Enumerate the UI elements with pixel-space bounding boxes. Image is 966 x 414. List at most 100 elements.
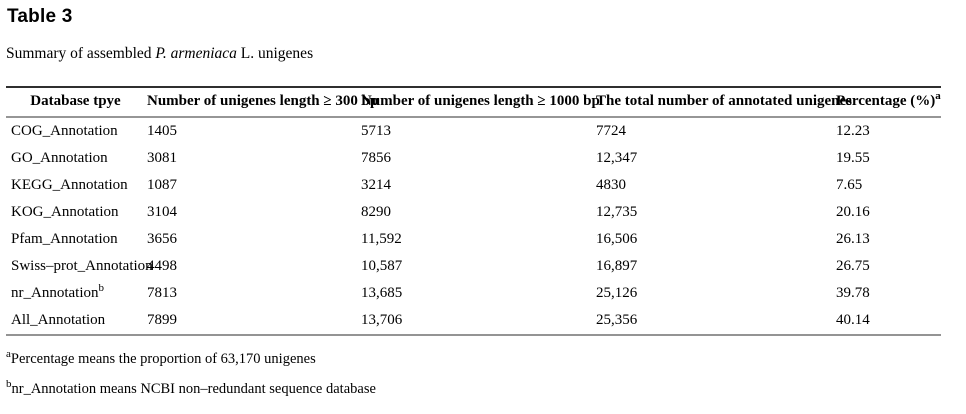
cell-unigenes_1000bp: 11,592 (361, 226, 596, 253)
cell-unigenes_300bp: 1405 (147, 117, 361, 145)
cell-total_annotated: 25,356 (596, 307, 836, 335)
row-superscript: b (98, 282, 105, 294)
cell-database: KEGG_Annotation (6, 172, 147, 199)
cell-percentage: 26.75 (836, 253, 941, 280)
cell-text: Swiss–prot_Annotation (11, 258, 153, 274)
cell-text: 26.75 (836, 258, 870, 274)
cell-percentage: 40.14 (836, 307, 941, 335)
cell-text: 19.55 (836, 150, 870, 166)
col-header-database: Database tpye (6, 87, 147, 117)
cell-text: COG_Annotation (11, 123, 118, 139)
cell-text: 4498 (147, 258, 177, 274)
cell-text: 25,126 (596, 285, 638, 301)
cell-percentage: 39.78 (836, 280, 941, 307)
cell-total_annotated: 12,347 (596, 145, 836, 172)
col-header-total-annotated: The total number of annotated unigenes (596, 87, 852, 117)
col-header-unigenes-1000bp: Number of unigenes length ≥ 1000 bp (361, 87, 600, 117)
footnote-b: bnr_Annotation means NCBI non–redundant … (6, 378, 966, 399)
cell-text: 13,685 (361, 285, 403, 301)
cell-unigenes_300bp: 1087 (147, 172, 361, 199)
footnote-text: nr_Annotation means NCBI non–redundant s… (11, 381, 376, 397)
cell-total_annotated: 16,897 (596, 253, 836, 280)
header-row: Database tpye Number of unigenes length … (6, 87, 941, 117)
col-header-unigenes-300bp: Number of unigenes length ≥ 300 bp (147, 87, 378, 117)
cell-percentage: 20.16 (836, 199, 941, 226)
table-row: GO_Annotation 3081 7856 12,347 19.55 (6, 145, 941, 172)
cell-unigenes_1000bp: 13,685 (361, 280, 596, 307)
table-header: Database tpye Number of unigenes length … (6, 87, 941, 117)
col-header-label: Percentage (%) (836, 93, 936, 109)
table-body: COG_Annotation 1405 5713 7724 12.23 GO_Annota… (6, 117, 941, 335)
table-row: KOG_Annotation 3104 8290 12,735 20.16 (6, 199, 941, 226)
footnote-text: Percentage means the proportion of 63,17… (10, 351, 316, 367)
table-title: Table 3 (7, 6, 73, 27)
cell-percentage: 26.13 (836, 226, 941, 253)
cell-unigenes_300bp: 3656 (147, 226, 361, 253)
caption-prefix: Summary of assembled (6, 45, 156, 62)
table-row: Pfam_Annotation 3656 11,592 16,506 26.13 (6, 226, 941, 253)
col-header-label: Number of unigenes length ≥ 1000 bp (361, 93, 600, 109)
table-row: KEGG_Annotation 1087 3214 4830 7.65 (6, 172, 941, 199)
cell-text: GO_Annotation (11, 150, 108, 166)
cell-database: Swiss–prot_Annotation (6, 253, 153, 280)
cell-text: 10,587 (361, 258, 403, 274)
cell-unigenes_300bp: 3081 (147, 145, 361, 172)
cell-unigenes_1000bp: 10,587 (361, 253, 596, 280)
table-caption: Summary of assembled P. armeniaca L. uni… (6, 45, 966, 63)
col-header-percentage: Percentage (%)a (836, 87, 941, 117)
cell-unigenes_300bp: 7813 (147, 280, 361, 307)
col-header-label: Number of unigenes length ≥ 300 bp (147, 93, 379, 109)
cell-text: 39.78 (836, 285, 870, 301)
cell-text: 3081 (147, 150, 177, 166)
cell-text: 7.65 (836, 177, 863, 193)
cell-text: 11,592 (361, 231, 402, 247)
cell-text: 7724 (596, 123, 626, 139)
cell-text: 7899 (147, 312, 177, 328)
cell-unigenes_1000bp: 3214 (361, 172, 596, 199)
cell-database: GO_Annotation (6, 145, 147, 172)
cell-text: 12,347 (596, 150, 638, 166)
cell-text: 4830 (596, 177, 626, 193)
table-row: COG_Annotation 1405 5713 7724 12.23 (6, 117, 941, 145)
cell-text: 3104 (147, 204, 177, 220)
table-row: All_Annotation 7899 13,706 25,356 40.14 (6, 307, 941, 335)
cell-total_annotated: 7724 (596, 117, 836, 145)
cell-text: 5713 (361, 123, 391, 139)
cell-text: 12.23 (836, 123, 870, 139)
cell-total_annotated: 16,506 (596, 226, 836, 253)
footnote-marker: b (6, 378, 12, 391)
cell-text: 16,506 (596, 231, 638, 247)
unigenes-table: Database tpye Number of unigenes length … (6, 86, 941, 336)
cell-text: 26.13 (836, 231, 870, 247)
cell-database: Pfam_Annotation (6, 226, 147, 253)
col-header-label: The total number of annotated unigenes (596, 93, 852, 109)
cell-text: 25,356 (596, 312, 638, 328)
cell-text: 40.14 (836, 312, 870, 328)
caption-species-italic: P. armeniaca (155, 45, 237, 62)
cell-text: 13,706 (361, 312, 403, 328)
cell-text: 16,897 (596, 258, 638, 274)
cell-database: nr_Annotationb (6, 280, 147, 307)
cell-text: 7856 (361, 150, 391, 166)
cell-text: 1405 (147, 123, 177, 139)
cell-text: KOG_Annotation (11, 204, 119, 220)
cell-total_annotated: 4830 (596, 172, 836, 199)
cell-text: 1087 (147, 177, 177, 193)
caption-suffix: L. unigenes (236, 45, 314, 62)
cell-unigenes_1000bp: 8290 (361, 199, 596, 226)
cell-total_annotated: 25,126 (596, 280, 836, 307)
footnote-marker: a (6, 348, 11, 361)
cell-text: KEGG_Annotation (11, 177, 128, 193)
cell-text: 20.16 (836, 204, 870, 220)
cell-percentage: 7.65 (836, 172, 941, 199)
footnote-a: aPercentage means the proportion of 63,1… (6, 348, 966, 369)
cell-database: All_Annotation (6, 307, 147, 335)
cell-text: 8290 (361, 204, 391, 220)
cell-text: 3656 (147, 231, 177, 247)
cell-unigenes_1000bp: 5713 (361, 117, 596, 145)
table-row: Swiss–prot_Annotation 4498 10,587 16,897 26.… (6, 253, 941, 280)
cell-text: Pfam_Annotation (11, 231, 118, 247)
cell-unigenes_300bp: 3104 (147, 199, 361, 226)
cell-percentage: 12.23 (836, 117, 941, 145)
